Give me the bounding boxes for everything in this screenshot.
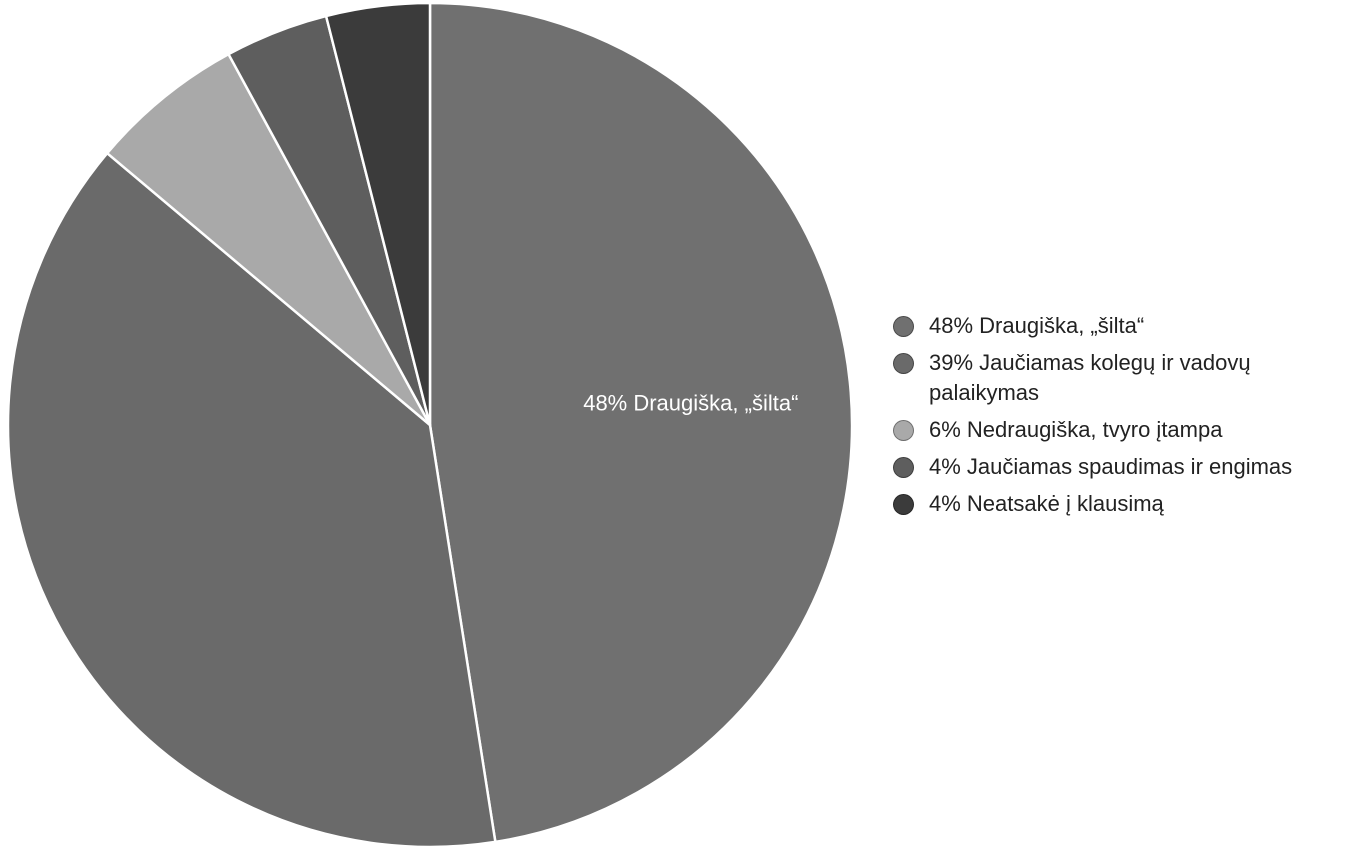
legend-label: 4% Jaučiamas spaudimas ir engimas [929,454,1293,479]
legend-marker-icon [893,457,914,478]
legend-item: 4% Jaučiamas spaudimas ir engimas [893,452,1353,482]
pie-slice [6,151,497,849]
legend-item: 4% Neatsakė į klausimą [893,489,1353,519]
legend-label: 6% Nedraugiška, tvyro įtampa [929,417,1223,442]
pie-slice [324,1,432,427]
legend-marker-icon [893,316,914,337]
legend-item: 6% Nedraugiška, tvyro įtampa [893,415,1353,445]
pie-slice [428,1,854,844]
pie-slice [105,52,432,427]
pie-chart: 48% Draugiška, „šilta“ [6,1,854,849]
legend-label: 4% Neatsakė į klausimą [929,491,1164,516]
legend-label: 39% Jaučiamas kolegų ir vadovų palaikyma… [929,350,1251,405]
legend-label: 48% Draugiška, „šilta“ [929,313,1145,338]
legend-marker-icon [893,494,914,515]
legend-marker-icon [893,420,914,441]
pie-data-label: 48% Draugiška, „šilta“ [583,391,798,416]
legend-item: 39% Jaučiamas kolegų ir vadovų palaikyma… [893,348,1353,408]
legend-marker-icon [893,353,914,374]
legend-item: 48% Draugiška, „šilta“ [893,311,1353,341]
chart-legend: 48% Draugiška, „šilta“ 39% Jaučiamas kol… [893,311,1353,526]
pie-chart-svg: 48% Draugiška, „šilta“ [6,1,854,849]
